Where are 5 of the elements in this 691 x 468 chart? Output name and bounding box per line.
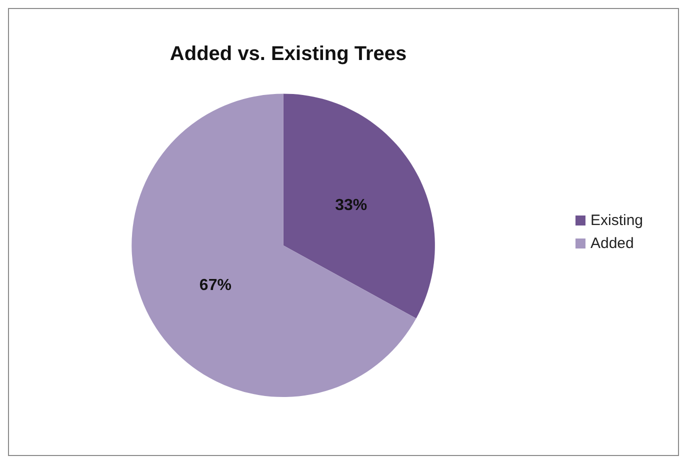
legend-label: Existing [590,212,644,229]
legend-label: Added [590,235,634,252]
data-label: 33% [335,196,368,214]
data-label: 67% [199,277,232,294]
chart-title: Added vs. Existing Trees [170,43,407,65]
